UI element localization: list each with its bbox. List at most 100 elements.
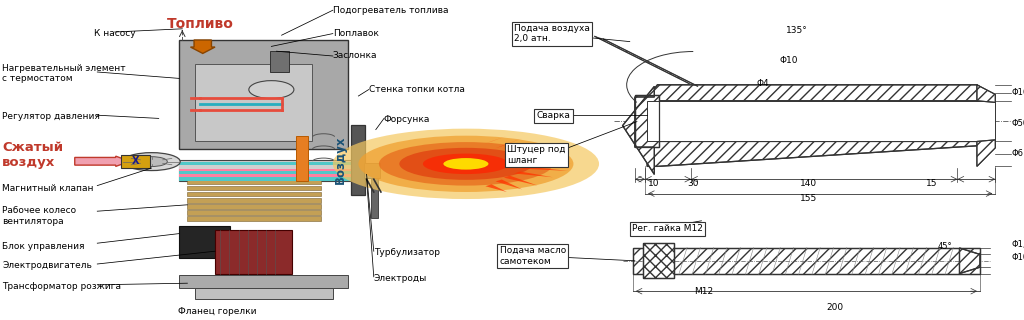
Text: Φ50: Φ50 <box>1012 119 1024 128</box>
Text: 200: 200 <box>826 303 843 312</box>
Bar <box>179 162 353 165</box>
Text: Нагревательный элемент
с термостатом: Нагревательный элемент с термостатом <box>2 64 126 83</box>
FancyArrow shape <box>75 156 130 166</box>
Text: Сварка: Сварка <box>537 111 570 120</box>
Text: Стенка топки котла: Стенка топки котла <box>369 85 465 94</box>
Ellipse shape <box>443 158 488 170</box>
Polygon shape <box>504 176 538 186</box>
FancyArrow shape <box>190 40 215 53</box>
Text: Φ6: Φ6 <box>1012 149 1024 158</box>
Bar <box>187 198 321 203</box>
Bar <box>179 226 230 258</box>
Text: Рег. гайка М12: Рег. гайка М12 <box>632 224 702 233</box>
Bar <box>647 101 995 141</box>
Text: 140: 140 <box>801 179 817 188</box>
Ellipse shape <box>379 142 553 186</box>
Text: 15: 15 <box>926 179 938 188</box>
Polygon shape <box>524 163 571 165</box>
Bar <box>187 186 321 190</box>
Bar <box>270 51 289 72</box>
Polygon shape <box>623 86 654 174</box>
Text: Φ4: Φ4 <box>757 79 769 88</box>
Bar <box>179 171 353 174</box>
Text: Сжатый
воздух: Сжатый воздух <box>2 141 63 169</box>
Bar <box>121 155 150 168</box>
Text: 45°: 45° <box>938 242 952 251</box>
Bar <box>179 40 348 149</box>
Polygon shape <box>595 36 697 86</box>
Text: Электродвигатель: Электродвигатель <box>2 261 92 270</box>
Bar <box>635 95 659 147</box>
Text: Φ16,5: Φ16,5 <box>1012 88 1024 97</box>
Text: 135°: 135° <box>785 26 808 35</box>
Text: Магнитный клапан: Магнитный клапан <box>2 184 93 193</box>
Polygon shape <box>647 85 995 101</box>
Polygon shape <box>959 248 980 274</box>
Bar <box>635 95 659 147</box>
Bar <box>179 169 353 171</box>
Bar <box>179 160 358 181</box>
Bar <box>187 210 321 215</box>
Bar <box>296 136 308 181</box>
Text: Подача масло
самотеком: Подача масло самотеком <box>500 246 566 266</box>
Bar <box>179 177 353 181</box>
Bar <box>364 163 380 178</box>
Bar <box>187 180 321 184</box>
Circle shape <box>136 157 167 166</box>
Polygon shape <box>496 180 522 189</box>
Text: Подача воздуха
2,0 атн.: Подача воздуха 2,0 атн. <box>514 24 590 43</box>
Text: 10: 10 <box>647 179 659 188</box>
Bar <box>351 125 365 195</box>
Text: Топливо: Топливо <box>167 17 234 31</box>
Text: X: X <box>131 156 139 166</box>
Bar <box>643 243 674 278</box>
Polygon shape <box>521 167 568 171</box>
Polygon shape <box>514 150 553 156</box>
Ellipse shape <box>423 154 509 174</box>
Text: Турбулизатор: Турбулизатор <box>374 248 439 257</box>
Text: 30: 30 <box>687 179 699 188</box>
Polygon shape <box>485 184 507 192</box>
Circle shape <box>123 153 180 171</box>
Bar <box>195 64 312 141</box>
Text: Фланец горелки: Фланец горелки <box>178 307 256 316</box>
Text: Воздух: Воздух <box>334 136 346 184</box>
Text: М12: М12 <box>694 287 713 296</box>
Ellipse shape <box>358 136 573 192</box>
Text: Регулятор давления: Регулятор давления <box>2 112 100 121</box>
Ellipse shape <box>399 148 532 180</box>
Polygon shape <box>485 136 507 143</box>
Text: Φ1,5: Φ1,5 <box>1012 240 1024 249</box>
Text: Трансформатор розжига: Трансформатор розжига <box>2 282 121 291</box>
Bar <box>187 192 321 196</box>
Bar <box>643 243 674 278</box>
Bar <box>195 288 333 299</box>
Text: Φ10: Φ10 <box>779 56 798 65</box>
Polygon shape <box>496 138 522 148</box>
Text: Форсунка: Форсунка <box>384 116 430 124</box>
Bar <box>633 248 980 274</box>
Bar <box>179 174 353 177</box>
Text: Штуцер под
шланг: Штуцер под шланг <box>507 146 565 165</box>
Text: Блок управления: Блок управления <box>2 242 85 251</box>
Bar <box>179 165 353 169</box>
Bar <box>187 216 321 221</box>
Bar <box>215 230 292 274</box>
Text: Поплавок: Поплавок <box>333 29 379 38</box>
Bar <box>371 170 378 218</box>
Text: К насосу: К насосу <box>94 29 135 38</box>
Bar <box>179 275 348 288</box>
Polygon shape <box>647 141 995 166</box>
Text: 155: 155 <box>801 194 817 203</box>
Text: Заслонка: Заслонка <box>333 52 377 60</box>
Polygon shape <box>521 157 568 161</box>
Ellipse shape <box>333 129 599 199</box>
Bar <box>633 248 980 274</box>
Polygon shape <box>514 172 553 177</box>
Text: Подогреватель топлива: Подогреватель топлива <box>333 6 449 15</box>
Text: Электроды: Электроды <box>374 274 427 283</box>
Ellipse shape <box>249 81 294 99</box>
Polygon shape <box>504 142 538 152</box>
Bar <box>187 204 321 209</box>
Polygon shape <box>977 85 995 102</box>
